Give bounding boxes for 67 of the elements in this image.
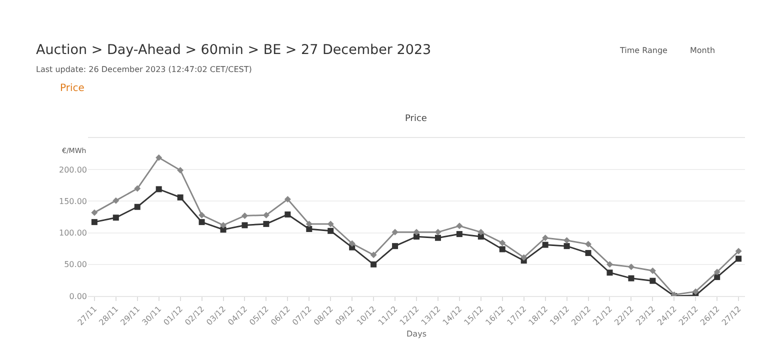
point — [456, 222, 463, 230]
point — [499, 246, 506, 252]
y-tick-label: 0.00 — [69, 292, 87, 301]
point — [328, 228, 334, 234]
point — [714, 274, 720, 280]
text: Month — [690, 46, 716, 55]
point — [156, 154, 162, 161]
point — [736, 256, 742, 262]
point — [520, 254, 528, 261]
text: Price — [405, 114, 428, 124]
point — [628, 275, 634, 282]
point — [284, 196, 291, 203]
point — [262, 212, 270, 218]
point — [112, 197, 120, 204]
point — [198, 219, 205, 226]
point — [177, 166, 184, 174]
point — [112, 214, 119, 221]
point — [306, 220, 312, 228]
point — [564, 243, 570, 250]
y-tick-label: 150.00 — [59, 197, 87, 206]
text: Time Range — [619, 46, 668, 55]
point — [242, 222, 248, 228]
point — [628, 264, 634, 270]
point — [434, 234, 441, 241]
point — [499, 240, 506, 246]
point — [735, 248, 742, 254]
chart-title: Auction > Day-Ahead > 60min > BE > 27 December 2023 — [36, 42, 432, 58]
point — [348, 240, 356, 247]
point — [606, 261, 613, 268]
y-tick-label: 100.00 — [59, 228, 87, 238]
point — [198, 212, 206, 218]
point — [177, 194, 184, 200]
point — [585, 240, 592, 248]
point — [413, 228, 420, 236]
point — [156, 186, 162, 192]
chart-subtitle: Last update: 26 December 2023 (12:47:02 CET/CEST) — [36, 65, 252, 74]
point — [542, 234, 549, 242]
point — [649, 267, 656, 274]
point — [220, 222, 227, 228]
point — [714, 268, 720, 276]
point — [478, 228, 484, 236]
point — [456, 231, 462, 238]
point — [327, 220, 334, 228]
point — [134, 204, 140, 210]
point — [284, 211, 291, 218]
point — [263, 220, 270, 227]
point — [650, 278, 656, 284]
point — [91, 209, 98, 216]
point — [91, 219, 98, 226]
point — [542, 242, 548, 248]
point — [134, 185, 141, 192]
point — [692, 288, 699, 295]
point — [241, 212, 248, 219]
point — [585, 250, 592, 256]
point — [606, 270, 613, 276]
point — [564, 237, 570, 244]
text: Price — [60, 83, 84, 94]
point — [306, 226, 312, 232]
point — [414, 234, 420, 240]
point — [434, 228, 442, 236]
x-axis-title: Days — [406, 329, 426, 338]
y-tick-label: 50.00 — [64, 260, 87, 270]
y-tick-label: 200.00 — [59, 165, 87, 174]
point — [370, 261, 377, 268]
point — [392, 243, 398, 250]
point — [370, 252, 377, 258]
point — [392, 228, 398, 236]
